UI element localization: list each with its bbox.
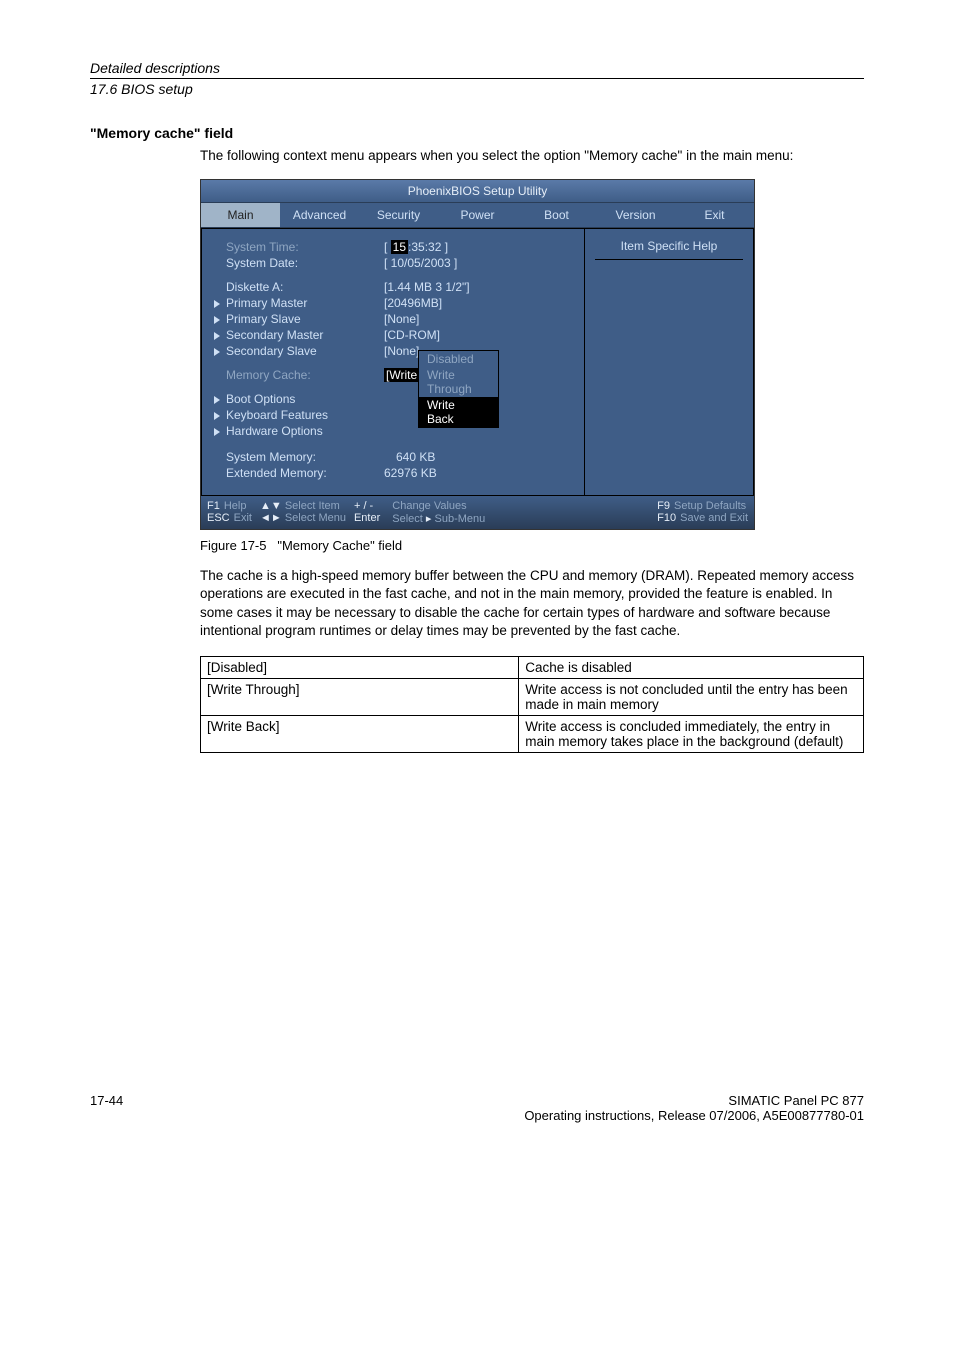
doc-info: Operating instructions, Release 07/2006,… <box>524 1108 864 1123</box>
tab-version[interactable]: Version <box>596 202 675 228</box>
system-memory-label: System Memory: <box>226 450 316 464</box>
system-memory-value: 640 KB <box>396 450 435 464</box>
exit-hint: Exit <box>234 512 252 524</box>
triangle-icon <box>214 300 220 308</box>
triangle-icon <box>214 332 220 340</box>
option-cell: [Write Through] <box>201 679 519 716</box>
options-table: [Disabled] Cache is disabled [Write Thro… <box>200 656 864 753</box>
secondary-master-label[interactable]: Secondary Master <box>226 328 323 342</box>
explanation-paragraph: The cache is a high-speed memory buffer … <box>200 567 864 640</box>
system-date-label: System Date: <box>226 256 298 270</box>
hardware-options-label[interactable]: Hardware Options <box>226 424 323 438</box>
f10-key: F10 <box>657 512 676 524</box>
memory-cache-value[interactable]: [Write ] Disabled Write Through Write Ba… <box>384 368 426 382</box>
secondary-slave-value: [None] <box>384 344 419 358</box>
bios-left-panel: System Time: [ 15:35:32 ] System Date: [… <box>201 228 584 496</box>
triangle-icon <box>214 428 220 436</box>
primary-master-value: [20496MB] <box>384 296 442 310</box>
triangle-icon <box>214 316 220 324</box>
memory-cache-label[interactable]: Memory Cache: <box>226 368 311 382</box>
tab-power[interactable]: Power <box>438 202 517 228</box>
diskette-value[interactable]: [1.44 MB 3 1/2"] <box>384 280 470 294</box>
leftright-arrow-icon: ◄► <box>260 512 282 524</box>
bios-help-panel: Item Specific Help <box>584 228 754 496</box>
desc-cell: Write access is not concluded until the … <box>519 679 864 716</box>
triangle-icon <box>214 348 220 356</box>
system-time-label: System Time: <box>226 240 299 254</box>
triangle-icon <box>214 412 220 420</box>
f1-key: F1 <box>207 500 220 512</box>
tab-security[interactable]: Security <box>359 202 438 228</box>
change-values-hint: Change Values <box>392 500 466 512</box>
product-name: SIMATIC Panel PC 877 <box>524 1093 864 1108</box>
esc-key: ESC <box>207 512 230 524</box>
save-exit-hint: Save and Exit <box>680 512 748 524</box>
keyboard-features-label[interactable]: Keyboard Features <box>226 408 328 422</box>
help-hint: Help <box>224 500 247 512</box>
bios-footer: F1 Help ESC Exit ▲▼ Select Item ◄► Select … <box>201 496 754 529</box>
select-item-hint: Select Item <box>285 500 340 512</box>
desc-cell: Write access is concluded immediately, t… <box>519 716 864 753</box>
primary-slave-value: [None] <box>384 312 419 326</box>
table-row: [Write Through] Write access is not conc… <box>201 679 864 716</box>
secondary-slave-label[interactable]: Secondary Slave <box>226 344 317 358</box>
boot-options-label[interactable]: Boot Options <box>226 392 295 406</box>
table-row: [Write Back] Write access is concluded i… <box>201 716 864 753</box>
memory-cache-dropdown[interactable]: Disabled Write Through Write Back <box>418 350 499 428</box>
tab-exit[interactable]: Exit <box>675 202 754 228</box>
secondary-master-value: [CD-ROM] <box>384 328 440 342</box>
dropdown-disabled[interactable]: Disabled <box>419 351 498 367</box>
header-rule <box>90 78 864 79</box>
bios-body: System Time: [ 15:35:32 ] System Date: [… <box>201 228 754 496</box>
header-subtitle: 17.6 BIOS setup <box>90 81 864 97</box>
primary-master-label[interactable]: Primary Master <box>226 296 307 310</box>
desc-cell: Cache is disabled <box>519 657 864 679</box>
triangle-icon <box>214 396 220 404</box>
updown-arrow-icon: ▲▼ <box>260 500 282 512</box>
header-title: Detailed descriptions <box>90 60 864 76</box>
diskette-label: Diskette A: <box>226 280 283 294</box>
tab-main[interactable]: Main <box>201 202 280 228</box>
f9-key: F9 <box>657 500 670 512</box>
enter-key: Enter <box>354 512 380 524</box>
figure-caption: Figure 17-5 "Memory Cache" field <box>200 538 864 553</box>
page-footer: 17-44 SIMATIC Panel PC 877 Operating ins… <box>90 1093 864 1123</box>
extended-memory-value: 62976 KB <box>384 466 437 480</box>
triangle-icon: ▸ <box>426 512 432 525</box>
select-menu-hint: Select Menu <box>285 512 346 524</box>
section-title: "Memory cache" field <box>90 125 864 141</box>
select-hint: Select <box>392 513 423 525</box>
option-cell: [Disabled] <box>201 657 519 679</box>
option-cell: [Write Back] <box>201 716 519 753</box>
dropdown-write-through[interactable]: Write Through <box>419 367 498 397</box>
intro-paragraph: The following context menu appears when … <box>200 147 864 165</box>
system-time-value[interactable]: [ 15:35:32 ] <box>384 240 448 254</box>
setup-defaults-hint: Setup Defaults <box>674 500 746 512</box>
bios-title: PhoenixBIOS Setup Utility <box>201 180 754 202</box>
page-header: Detailed descriptions 17.6 BIOS setup <box>90 60 864 97</box>
primary-slave-label[interactable]: Primary Slave <box>226 312 301 326</box>
bios-screenshot: PhoenixBIOS Setup Utility Main Advanced … <box>200 179 755 530</box>
table-row: [Disabled] Cache is disabled <box>201 657 864 679</box>
tab-advanced[interactable]: Advanced <box>280 202 359 228</box>
submenu-hint: Sub-Menu <box>435 513 486 525</box>
page-number: 17-44 <box>90 1093 123 1123</box>
tab-boot[interactable]: Boot <box>517 202 596 228</box>
bios-tabs: Main Advanced Security Power Boot Versio… <box>201 202 754 228</box>
plusminus-key: + / - <box>354 500 373 512</box>
extended-memory-label: Extended Memory: <box>226 466 327 480</box>
system-date-value[interactable]: [ 10/05/2003 ] <box>384 256 457 270</box>
dropdown-write-back[interactable]: Write Back <box>419 397 498 427</box>
help-title: Item Specific Help <box>595 239 743 260</box>
